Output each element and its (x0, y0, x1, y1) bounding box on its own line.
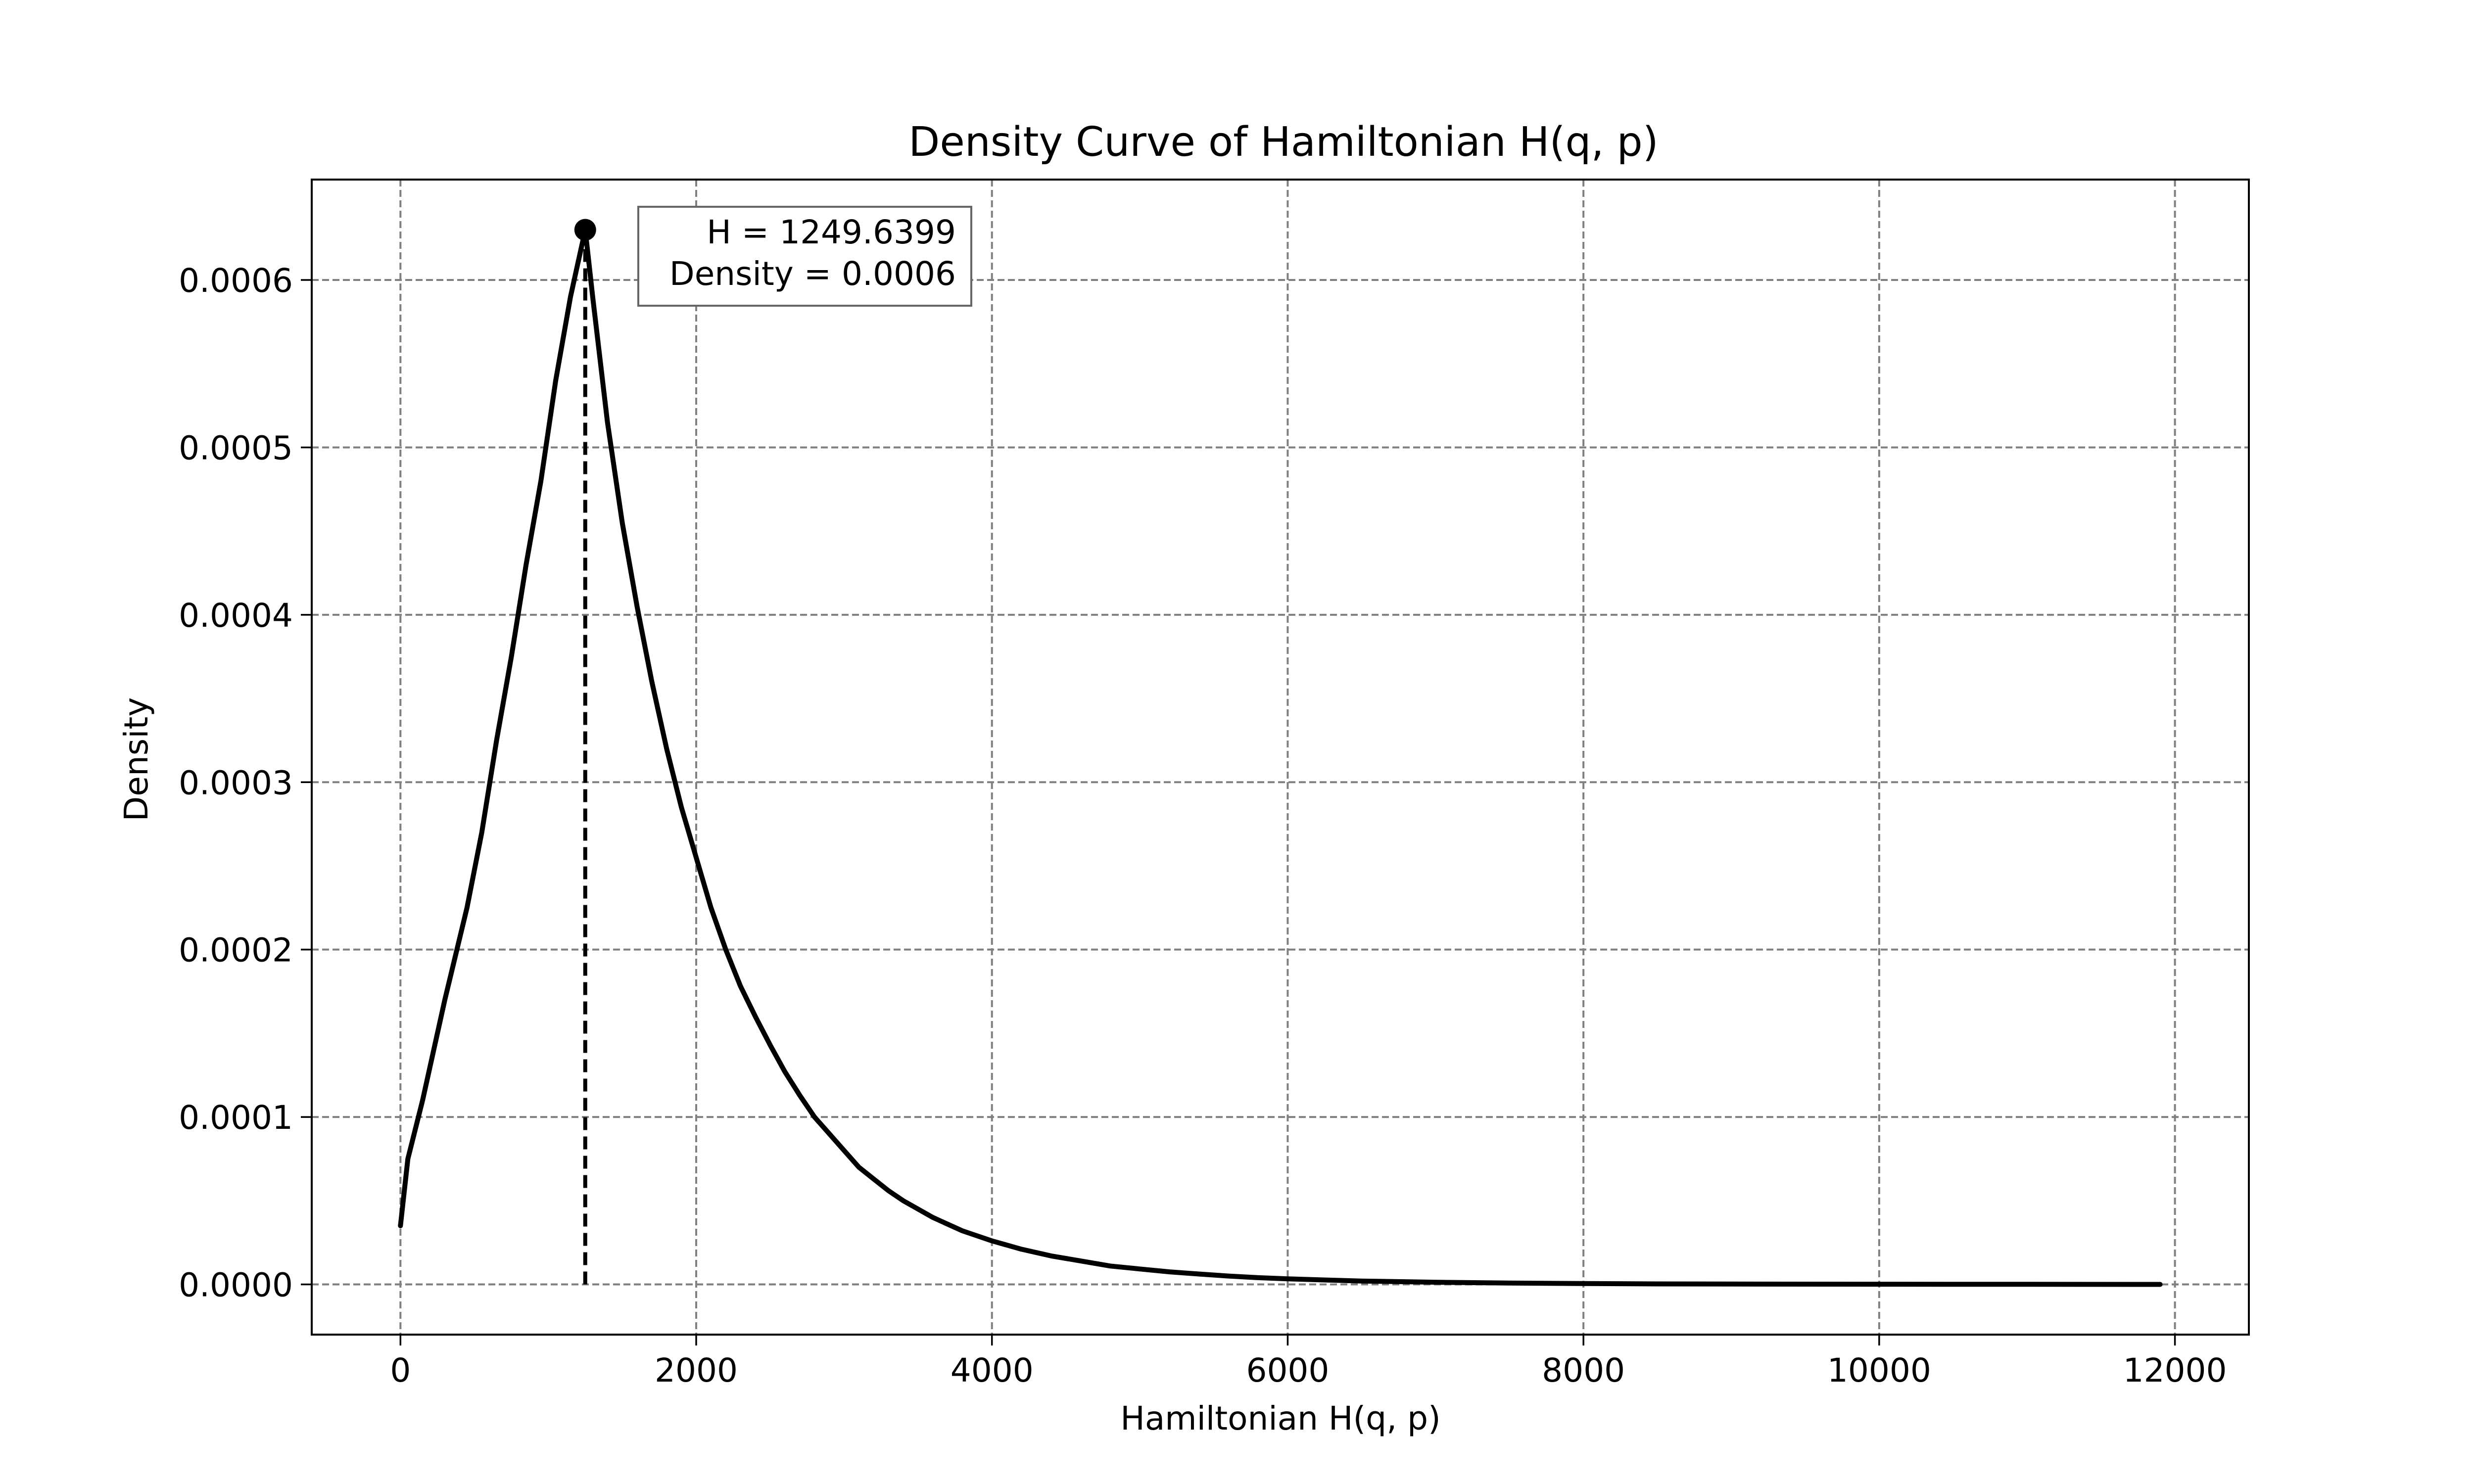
x-tick-label: 6000 (1246, 1351, 1329, 1390)
density-curve (398, 227, 2163, 1287)
annotation-density-value: Density = 0.0006 (669, 255, 956, 293)
y-tick-label: 0.0006 (179, 262, 293, 300)
x-tick-label: 4000 (951, 1351, 1034, 1390)
x-tick-label: 0 (390, 1351, 411, 1390)
annotation-h-value: H = 1249.6399 (707, 213, 956, 251)
x-axis-label: Hamiltonian H(q, p) (1120, 1399, 1441, 1438)
y-tick-label: 0.0004 (179, 597, 293, 635)
tick-layer: 0 2000 4000 6000 8000 10000 12000 0.0000 0.0001 0… (179, 262, 2227, 1390)
y-tick-label: 0.0001 (179, 1099, 293, 1137)
chart-title: Density Curve of Hamiltonian H(q, p) (908, 119, 1658, 166)
annotation-box (637, 206, 972, 307)
series-layer (398, 219, 2163, 1287)
x-tick-label: 10000 (1827, 1351, 1931, 1390)
peak-annotation: H = 1249.6399 Density = 0.0006 (637, 206, 972, 307)
y-tick-label: 0.0002 (179, 931, 293, 970)
peak-marker (574, 219, 596, 241)
x-tick-label: 2000 (655, 1351, 738, 1390)
grid-layer (312, 180, 2249, 1335)
plot-frame (311, 179, 2250, 1336)
x-tick-label: 8000 (1542, 1351, 1625, 1390)
y-tick-label: 0.0003 (179, 764, 293, 802)
y-tick-label: 0.0005 (179, 429, 293, 467)
x-tick-label: 12000 (2123, 1351, 2227, 1390)
y-tick-label: 0.0000 (179, 1266, 293, 1304)
y-axis-label: Density (117, 697, 155, 822)
